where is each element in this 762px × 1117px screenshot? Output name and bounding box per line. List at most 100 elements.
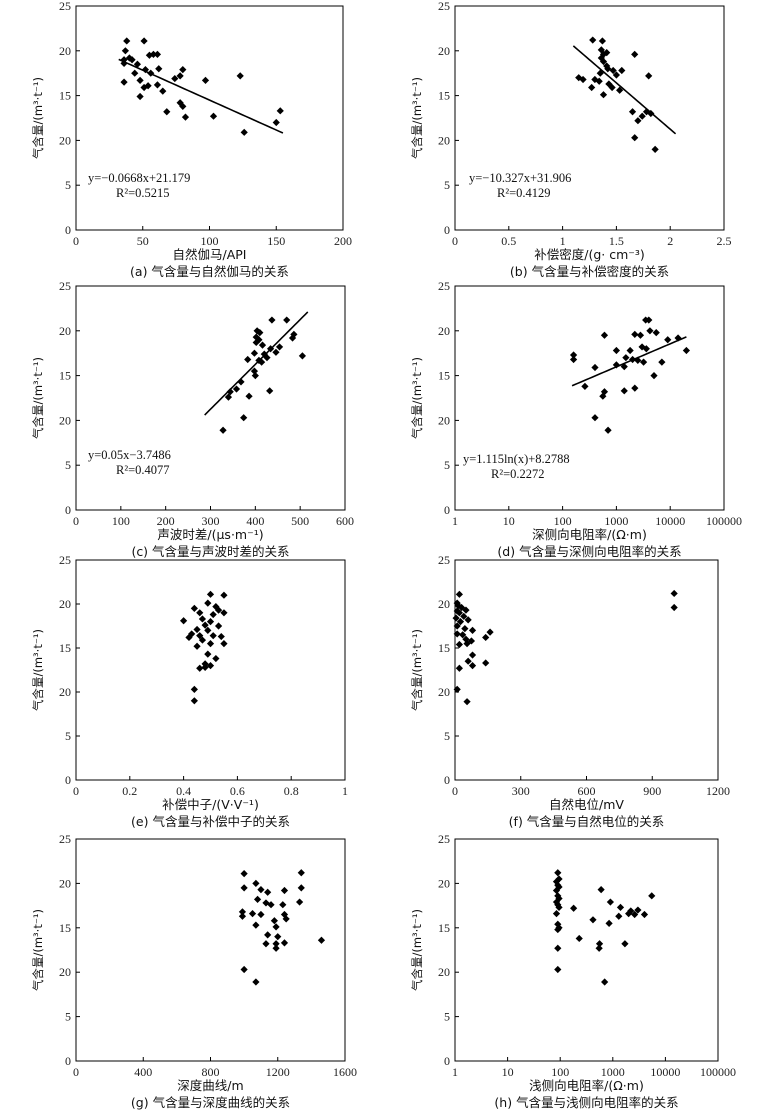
data-point — [276, 107, 284, 115]
x-tick-label: 0.5 — [501, 234, 516, 248]
data-point — [647, 109, 655, 118]
plot-frame — [75, 838, 346, 1062]
data-point — [255, 336, 263, 344]
data-point — [163, 108, 171, 116]
data-point — [554, 901, 562, 909]
y-tick-label: 25 — [59, 279, 71, 293]
data-point — [240, 870, 248, 878]
data-point — [136, 76, 144, 84]
data-point — [599, 392, 607, 400]
data-point — [155, 65, 163, 73]
data-point — [240, 128, 248, 136]
data-point — [620, 387, 628, 395]
x-tick-label: 200 — [334, 234, 352, 248]
data-point — [298, 352, 307, 360]
data-point — [591, 75, 599, 84]
data-point — [201, 76, 210, 84]
y-tick-label: 5 — [65, 1010, 71, 1024]
panel-b: 0 5 20 15 20 25 0 0.5 1 1.5 2 2.5 补偿密度/(g· cm⁻³) 气含量/… — [410, 0, 732, 279]
data-point — [252, 879, 260, 887]
data-point — [217, 632, 225, 641]
y-axis-label: 气含量/(m³·t⁻¹) — [410, 77, 424, 159]
y-tick-label: 20 — [59, 44, 71, 58]
r-squared-label: R²=0.2272 — [491, 467, 545, 481]
y-axis-label: 气含量/(m³·t⁻¹) — [31, 77, 45, 159]
data-point — [121, 47, 129, 55]
x-tick-label: 200 — [157, 514, 175, 528]
x-tick-label: 0.2 — [122, 784, 137, 798]
data-point — [268, 316, 276, 324]
data-point — [455, 609, 463, 617]
data-point — [262, 899, 270, 907]
data-point — [258, 358, 266, 366]
x-tick-label: 0 — [73, 784, 79, 798]
data-point — [579, 75, 587, 84]
data-point — [638, 112, 646, 120]
data-point — [240, 884, 248, 892]
data-point — [272, 348, 280, 356]
x-tick-label: 100 — [551, 1065, 569, 1079]
data-point — [209, 632, 217, 640]
data-point — [123, 37, 131, 45]
data-point — [634, 356, 642, 364]
data-point — [569, 355, 578, 364]
x-axis-label: 浅侧向电阻率/(Ω·m) — [529, 1078, 644, 1093]
y-tick-label: 5 — [65, 729, 71, 743]
x-tick-label: 0 — [73, 234, 79, 248]
data-point — [190, 604, 198, 612]
data-point — [604, 426, 612, 434]
y-tick-label: 15 — [438, 369, 450, 383]
data-point — [206, 662, 215, 670]
y-tick-label: 15 — [59, 369, 71, 383]
data-point — [253, 895, 262, 903]
data-point — [264, 931, 272, 939]
data-point — [120, 59, 128, 67]
plot-frame — [75, 559, 346, 781]
data-point — [597, 54, 605, 62]
data-point — [598, 37, 607, 45]
data-point — [180, 617, 188, 625]
data-point — [179, 102, 187, 110]
data-point — [224, 393, 233, 401]
data-point — [125, 54, 133, 62]
data-point — [631, 134, 639, 142]
x-tick-label: 500 — [291, 514, 309, 528]
data-point — [625, 909, 633, 918]
data-point — [599, 50, 608, 58]
data-point — [214, 622, 223, 630]
data-point — [616, 86, 624, 94]
panel-caption: (f) 气含量与自然电位的关系 — [509, 814, 665, 829]
data-point — [464, 616, 472, 624]
y-tick-label: 20 — [59, 597, 71, 611]
panel-caption: (d) 气含量与深侧向电阻率的关系 — [497, 544, 681, 559]
trend-line — [204, 311, 309, 416]
data-point — [464, 657, 472, 665]
data-point — [136, 92, 144, 101]
data-point — [181, 113, 190, 121]
data-point — [622, 354, 630, 362]
data-point — [616, 903, 625, 911]
regression-equation: y=−10.327x+31.906 — [469, 171, 571, 185]
data-point — [290, 330, 298, 338]
data-point — [262, 940, 270, 948]
r-squared-label: R²=0.4129 — [497, 186, 551, 200]
x-tick-label: 900 — [643, 784, 661, 798]
data-point — [554, 965, 562, 974]
data-point — [452, 614, 460, 622]
data-point — [220, 591, 228, 599]
y-tick-label: 15 — [59, 921, 71, 935]
y-tick-label: 5 — [444, 178, 450, 192]
data-point — [188, 630, 196, 638]
data-point — [453, 630, 461, 638]
data-point — [193, 625, 201, 634]
x-tick-label: 300 — [202, 514, 220, 528]
y-tick-label: 25 — [59, 553, 71, 567]
y-tick-label: 0 — [444, 1054, 450, 1068]
x-tick-label: 0 — [73, 514, 79, 528]
x-axis-label: 深侧向电阻率/(Ω·m) — [532, 527, 647, 542]
panel-caption: (b) 气含量与补偿密度的关系 — [510, 264, 669, 279]
y-tick-label: 20 — [438, 597, 450, 611]
y-tick-label: 5 — [65, 178, 71, 192]
data-point — [620, 363, 628, 371]
